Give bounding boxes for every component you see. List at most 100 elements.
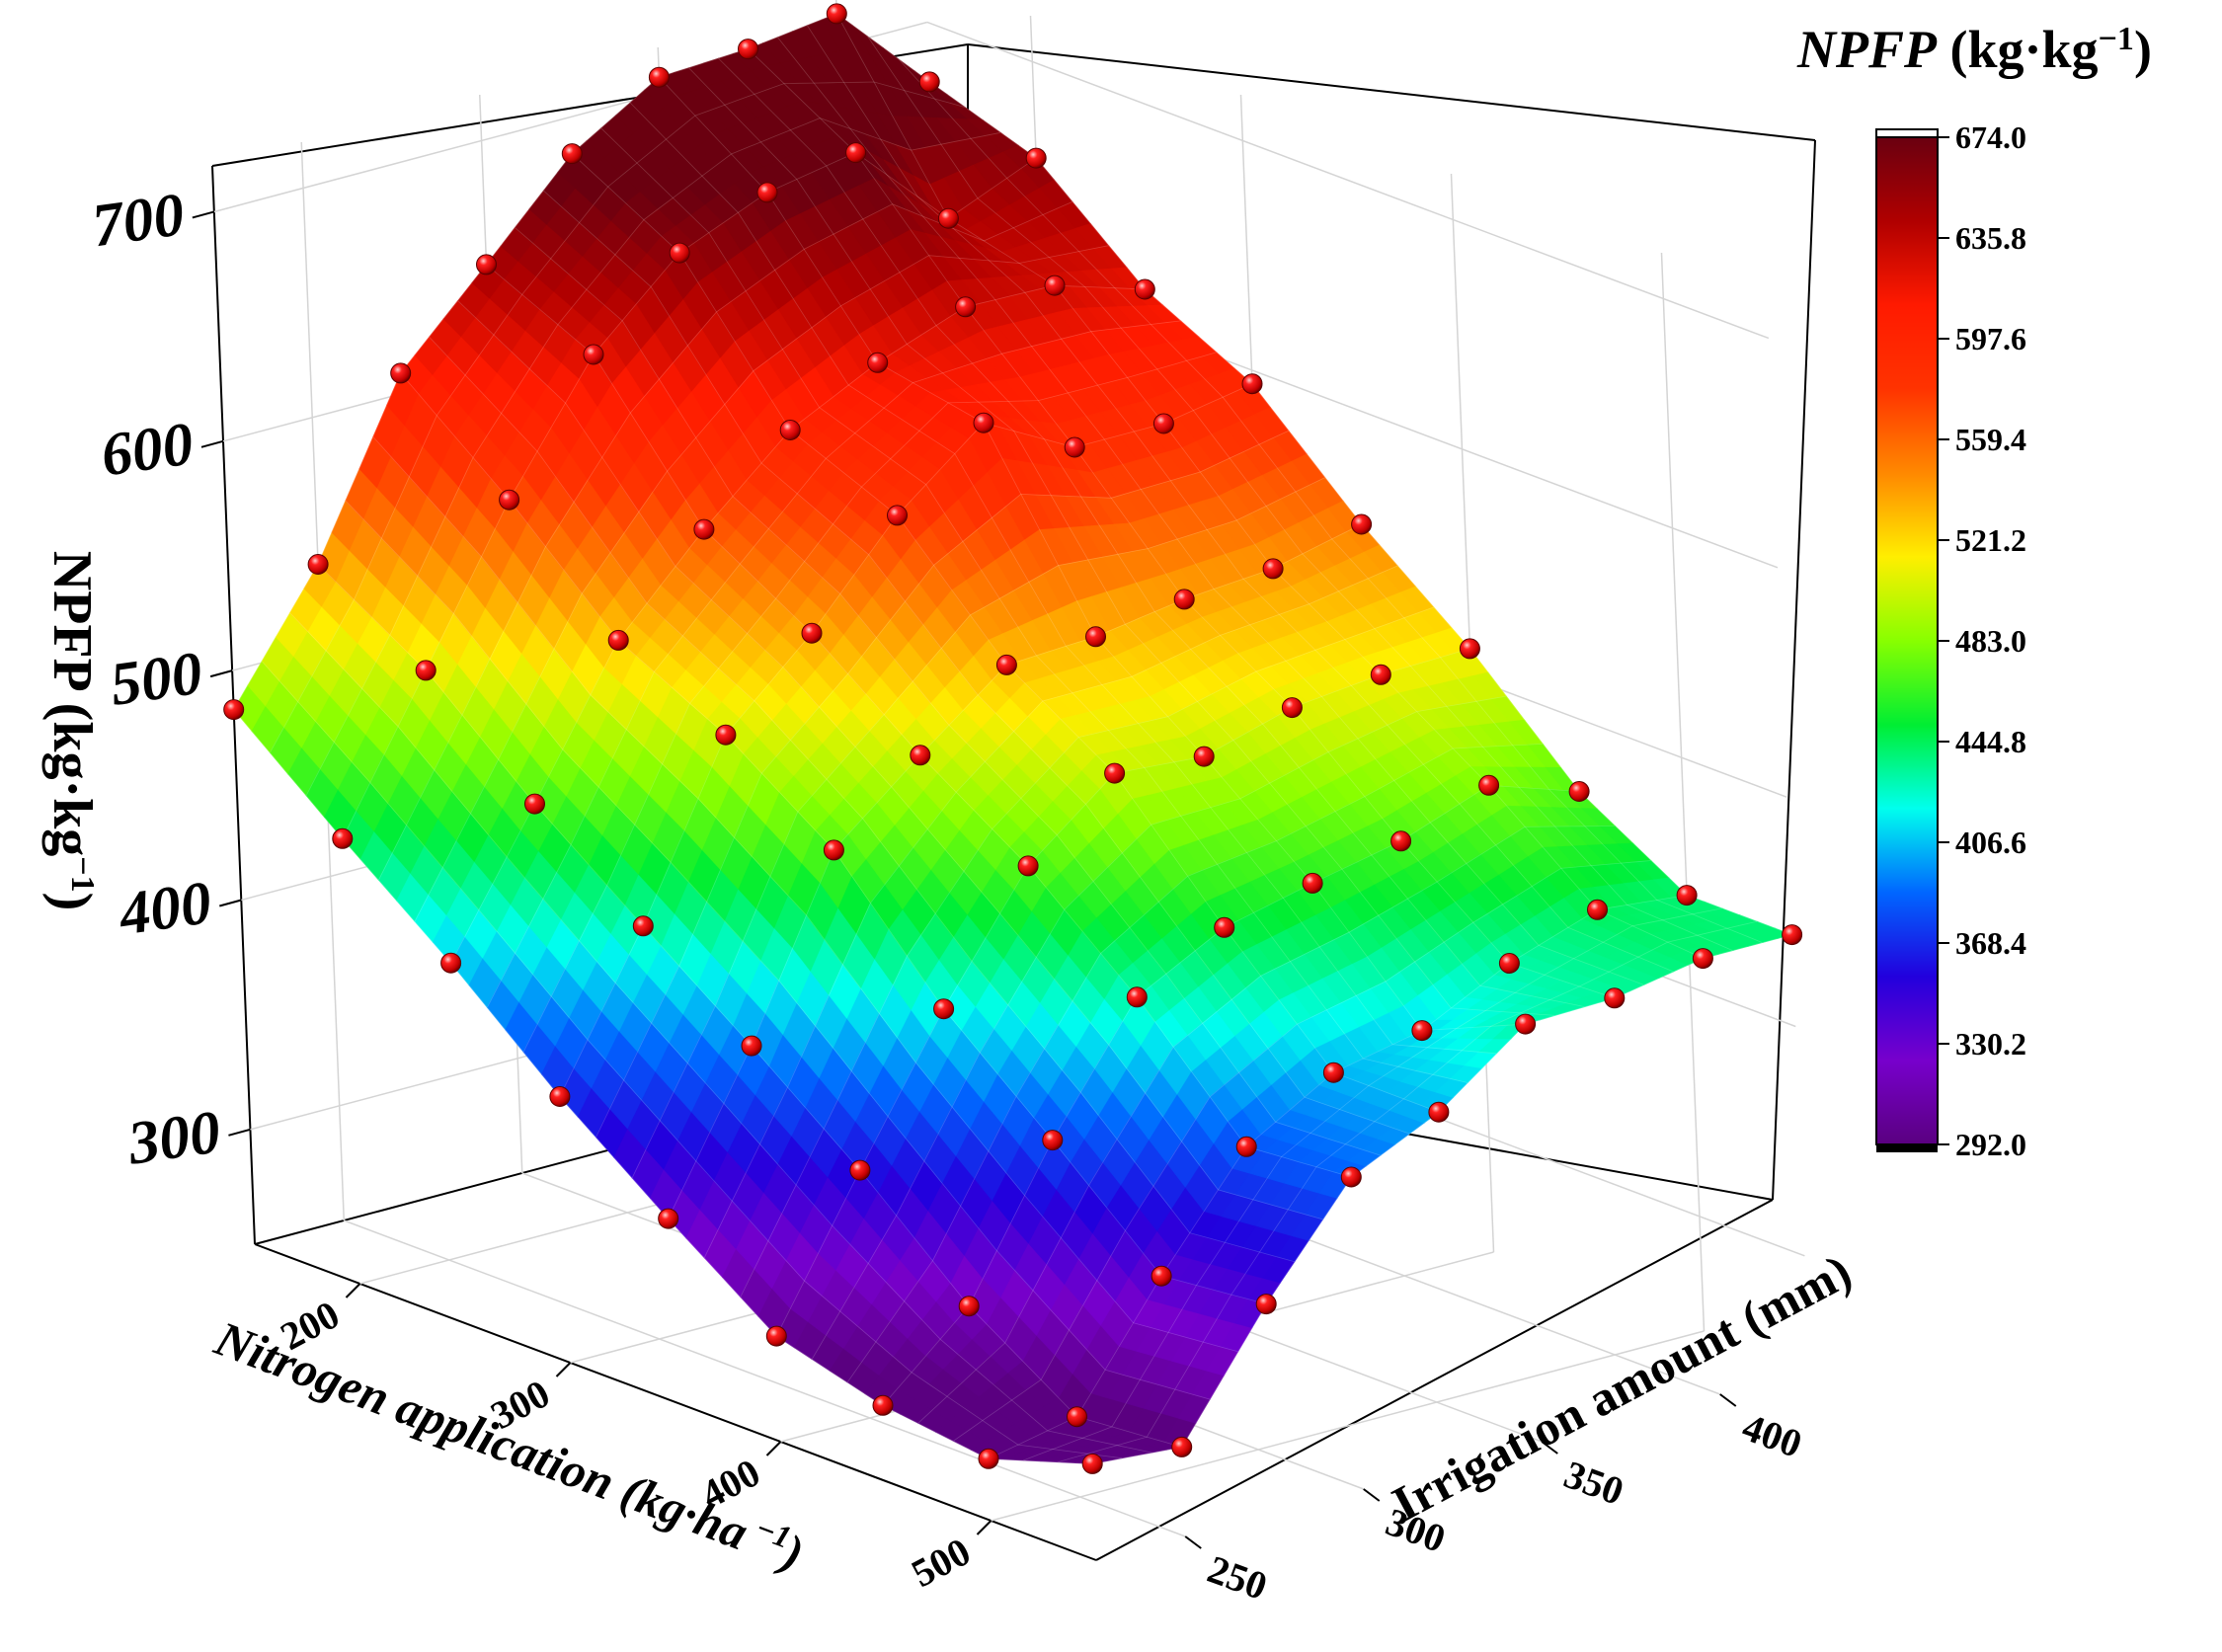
data-point-marker xyxy=(1104,762,1126,784)
data-point-marker xyxy=(607,629,629,651)
colorbar-tick-label: 597.6 xyxy=(1955,321,2026,356)
data-point-marker xyxy=(973,412,994,433)
data-point-marker xyxy=(1459,638,1480,660)
z-tick-mark xyxy=(209,669,233,678)
colorbar-tick-label: 292.0 xyxy=(1955,1127,2026,1162)
data-point-marker xyxy=(549,1086,571,1107)
data-point-marker xyxy=(1085,626,1106,648)
nitrogen-tick-label: 500 xyxy=(905,1529,978,1596)
nitrogen-tick-mark xyxy=(976,1520,992,1535)
data-point-marker xyxy=(738,39,758,60)
data-point-marker xyxy=(1126,986,1148,1008)
data-point-marker xyxy=(918,71,940,93)
nitrogen-tick-mark xyxy=(765,1441,782,1456)
data-point-marker xyxy=(1241,373,1263,395)
z-tick-mark xyxy=(219,899,242,907)
z-tick-label: 400 xyxy=(115,869,216,948)
data-point-marker xyxy=(1302,872,1323,894)
data-point-marker xyxy=(1025,147,1047,169)
colorbar-ticks: 674.0 635.8 597.6 559.4 521.2 483.0 444.8 406.6… xyxy=(1938,119,2026,1162)
colorbar-tick-label: 330.2 xyxy=(1955,1026,2026,1062)
irrigation-tick-mark xyxy=(1719,1393,1737,1407)
data-point-marker xyxy=(1152,413,1174,434)
grid-line xyxy=(991,1330,1705,1522)
colorbar-title: NPFP (kg·kg−1) xyxy=(1796,20,2152,79)
colorbar: NPFP (kg·kg−1) 674.0 635.8 597.6 559.4 521.2… xyxy=(1796,20,2152,1162)
data-point-marker xyxy=(845,142,867,164)
data-point-marker xyxy=(1173,589,1195,610)
data-point-marker xyxy=(1478,774,1500,796)
data-point-marker xyxy=(583,344,604,365)
data-point-marker xyxy=(801,622,823,644)
data-point-marker xyxy=(1042,1130,1064,1151)
data-point-marker xyxy=(887,505,908,526)
y-axis-line xyxy=(1095,1199,1774,1561)
colorbar-gradient xyxy=(1875,136,1939,1145)
data-point-marker xyxy=(1351,513,1373,535)
data-point-marker xyxy=(1428,1101,1450,1123)
data-point-marker xyxy=(1044,275,1066,296)
data-point-marker xyxy=(937,207,959,229)
data-point-marker xyxy=(867,352,889,373)
data-point-marker xyxy=(826,3,847,25)
data-point-marker xyxy=(1676,885,1698,906)
colorbar-top-cap xyxy=(1875,128,1939,138)
grid-line xyxy=(926,21,1770,340)
data-point-marker xyxy=(1390,830,1412,852)
data-point-marker xyxy=(1081,1453,1103,1474)
data-point-marker xyxy=(1281,697,1303,719)
data-point-marker xyxy=(1151,1265,1172,1287)
z-axis-title: NPFP (kg·kg−1) xyxy=(41,551,103,911)
data-point-marker xyxy=(1692,948,1713,970)
data-point-marker xyxy=(756,182,778,203)
z-axis-ticks: 700 600 500 400 300 xyxy=(88,181,251,1178)
data-point-marker xyxy=(958,1296,980,1317)
z-tick-label: 600 xyxy=(97,410,198,489)
data-point-marker xyxy=(1134,278,1155,300)
z-tick-label: 300 xyxy=(123,1098,225,1177)
data-point-marker xyxy=(307,554,329,575)
data-point-marker xyxy=(632,915,654,937)
data-point-marker xyxy=(1193,746,1215,767)
right-vertical-edge xyxy=(1772,139,1816,1201)
grid-line xyxy=(1660,252,1706,1332)
data-point-marker xyxy=(499,489,520,511)
data-point-marker xyxy=(524,793,545,815)
colorbar-tick-label: 674.0 xyxy=(1955,119,2026,155)
data-point-marker xyxy=(693,518,715,540)
z-tick-mark xyxy=(228,1128,251,1137)
data-point-marker xyxy=(1604,987,1626,1009)
top-right-back-edge xyxy=(967,43,1816,141)
data-point-marker xyxy=(1067,1406,1087,1428)
data-point-marker xyxy=(1411,1020,1433,1042)
colorbar-tick-label: 406.6 xyxy=(1955,825,2026,860)
colorbar-bottom-cap xyxy=(1876,1144,1938,1152)
colorbar-tick-label: 444.8 xyxy=(1955,724,2026,759)
colorbar-tick-label: 483.0 xyxy=(1955,623,2026,659)
data-point-marker xyxy=(1255,1294,1277,1315)
data-point-marker xyxy=(1235,1136,1257,1157)
data-point-marker xyxy=(1782,924,1803,946)
data-point-marker xyxy=(849,1159,871,1181)
irrigation-tick-mark xyxy=(1363,1488,1381,1502)
colorbar-tick-label: 635.8 xyxy=(1955,220,2026,256)
data-point-marker xyxy=(910,745,931,766)
data-point-marker xyxy=(955,296,977,318)
colorbar-tick-label: 521.2 xyxy=(1955,522,2026,558)
data-point-marker xyxy=(1214,916,1235,938)
data-point-marker xyxy=(390,362,412,384)
data-point-marker xyxy=(1017,855,1039,877)
irrigation-tick-label: 400 xyxy=(1737,1404,1808,1466)
data-point-marker xyxy=(440,952,462,974)
data-point-marker xyxy=(1370,664,1391,685)
data-point-marker xyxy=(1171,1436,1193,1457)
data-point-marker xyxy=(978,1448,999,1469)
data-point-marker xyxy=(1340,1166,1362,1188)
data-point-marker xyxy=(765,1325,787,1347)
z-tick-mark xyxy=(192,210,215,219)
data-point-marker xyxy=(872,1394,894,1416)
z-tick-label: 500 xyxy=(106,640,206,719)
irrigation-tick-label: 350 xyxy=(1558,1452,1629,1514)
data-point-marker xyxy=(1322,1062,1344,1083)
